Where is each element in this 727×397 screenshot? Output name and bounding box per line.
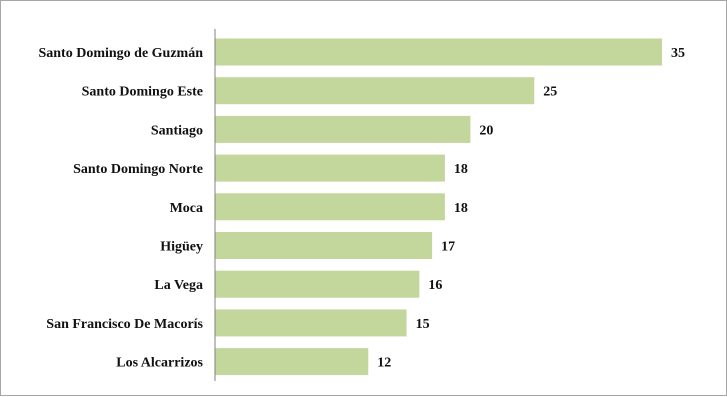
value-labels: 35 25 20 18 18 17 16 15 12 <box>377 46 685 371</box>
bar <box>215 115 471 143</box>
category-label: Higüey <box>160 240 203 255</box>
data-label: 25 <box>543 85 557 100</box>
category-label: San Francisco De Macorís <box>46 317 203 332</box>
data-label: 20 <box>479 123 493 138</box>
data-label: 15 <box>416 317 430 332</box>
bar <box>215 348 369 376</box>
category-label: Los Alcarrizos <box>116 356 203 371</box>
category-label: Santo Domingo Este <box>82 85 203 100</box>
bar <box>215 77 535 105</box>
bar <box>215 270 420 298</box>
bar <box>215 38 662 66</box>
data-label: 16 <box>428 278 442 293</box>
data-label: 17 <box>441 240 455 255</box>
data-label: 18 <box>454 201 468 216</box>
data-label: 35 <box>671 46 685 61</box>
category-label: Santo Domingo Norte <box>73 162 203 177</box>
category-labels: Santo Domingo de Guzmán Santo Domingo Est… <box>38 46 203 371</box>
category-label: Santo Domingo de Guzmán <box>38 46 203 61</box>
category-label: Santiago <box>151 123 203 138</box>
bar <box>215 232 433 259</box>
data-label: 18 <box>454 162 468 177</box>
bar <box>215 154 445 182</box>
bar <box>215 193 445 221</box>
category-label: Moca <box>170 201 203 216</box>
data-label: 12 <box>377 356 391 371</box>
bars-group <box>215 38 662 376</box>
bar <box>215 309 407 337</box>
category-label: La Vega <box>154 278 203 293</box>
